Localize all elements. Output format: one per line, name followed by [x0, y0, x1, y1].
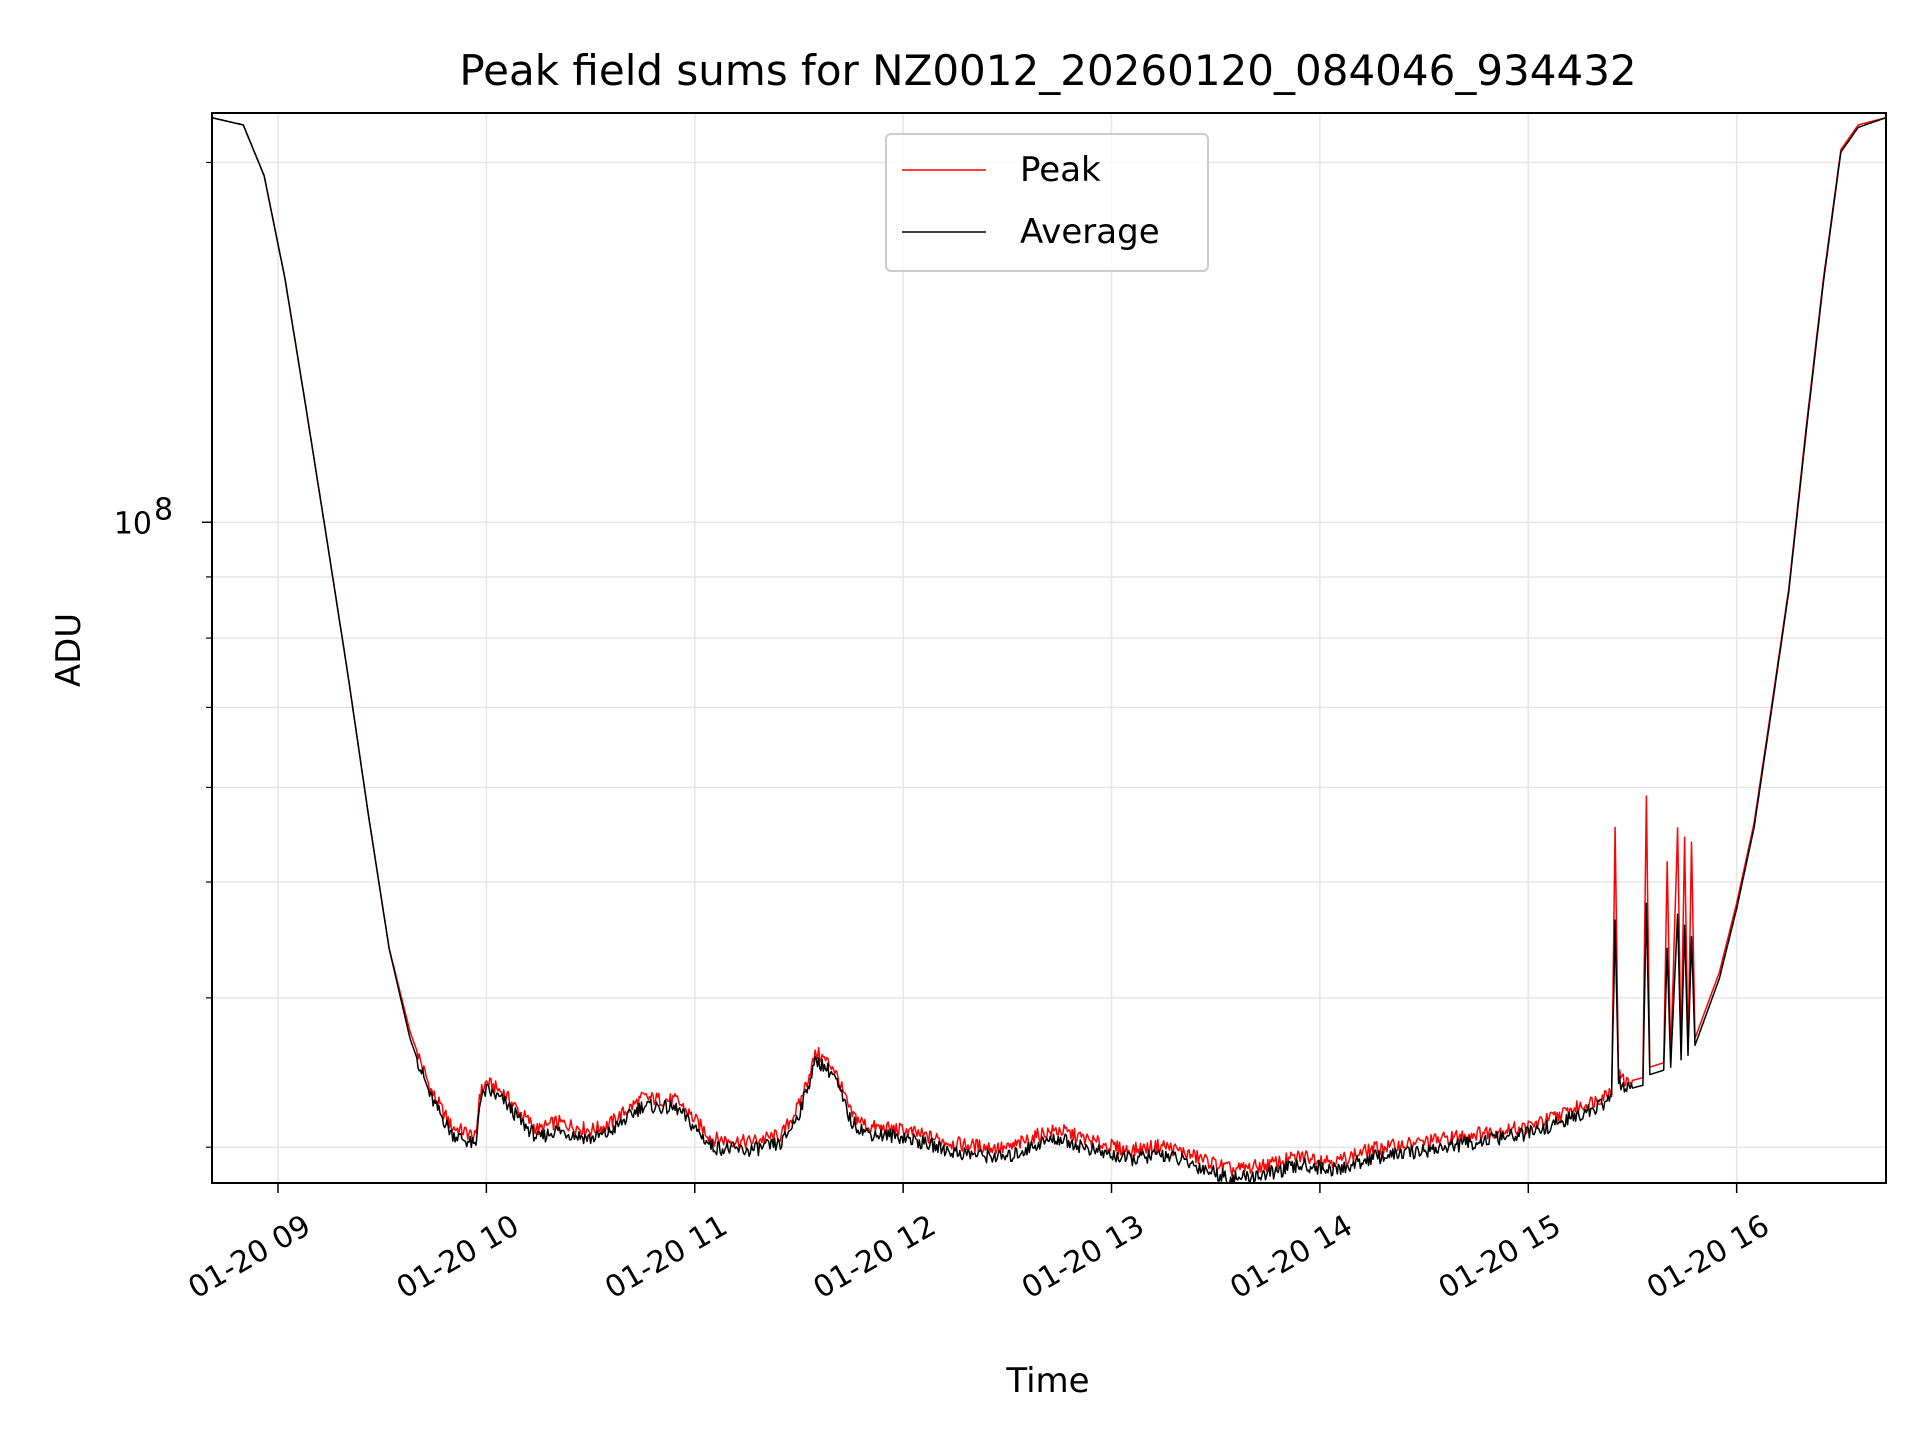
y-tick-label: 10 [114, 506, 152, 541]
plot-frame [211, 112, 1887, 1184]
legend: Peak Average [885, 133, 1209, 272]
legend-label-peak: Peak [1020, 150, 1101, 190]
y-tick-label-exponent: 8 [154, 492, 173, 527]
legend-box [885, 133, 1209, 272]
x-axis-title: Time [1005, 1361, 1089, 1401]
series-line-peak [212, 116, 1886, 1177]
y-axis-title: ADU [49, 613, 89, 687]
legend-label-average: Average [1020, 212, 1160, 252]
grid [212, 113, 1886, 1183]
series-line-average [212, 116, 1886, 1183]
chart-title: Peak field sums for NZ0012_20260120_0840… [459, 46, 1636, 95]
series-lines [212, 116, 1886, 1183]
